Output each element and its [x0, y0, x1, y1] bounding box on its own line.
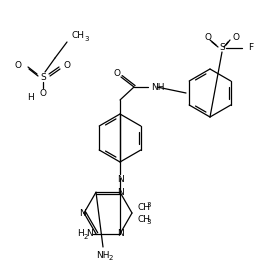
Text: 3: 3 [147, 219, 151, 225]
Text: H: H [27, 93, 34, 101]
Text: 2: 2 [84, 234, 88, 240]
Text: S: S [40, 73, 46, 83]
Text: N: N [86, 229, 93, 238]
Text: CH: CH [72, 32, 85, 40]
Text: CH: CH [137, 214, 150, 224]
Text: O: O [114, 68, 121, 78]
Text: NH: NH [96, 250, 110, 260]
Text: O: O [14, 60, 21, 70]
Text: N: N [118, 188, 124, 197]
Text: S: S [219, 43, 225, 53]
Text: N: N [80, 209, 86, 217]
Text: O: O [64, 60, 70, 70]
Text: N: N [118, 229, 124, 238]
Text: 3: 3 [84, 36, 88, 42]
Text: O: O [204, 34, 211, 42]
Text: 3: 3 [147, 202, 151, 208]
Text: F: F [248, 43, 253, 53]
Text: H: H [77, 229, 84, 238]
Text: O: O [39, 88, 47, 98]
Text: N: N [117, 176, 123, 184]
Text: 2: 2 [109, 255, 113, 261]
Text: O: O [233, 34, 240, 42]
Text: CH: CH [137, 204, 150, 212]
Text: NH: NH [151, 83, 165, 91]
